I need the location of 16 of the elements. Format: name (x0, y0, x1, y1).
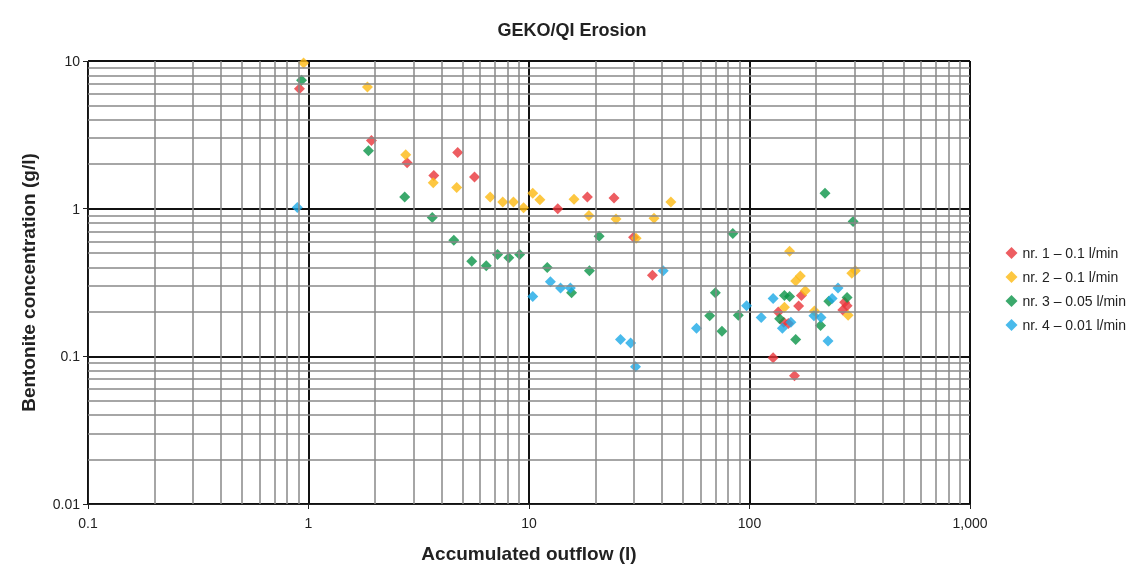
y-tick-label: 1 (72, 200, 81, 217)
legend-label: nr. 1 – 0.1 l/min (1022, 245, 1119, 261)
x-tick-label: 10 (521, 515, 537, 531)
y-tick-label: 10 (64, 53, 81, 69)
x-tick-label: 1,000 (952, 515, 988, 531)
x-tick-label: 100 (737, 515, 762, 531)
legend-label: nr. 3 – 0.05 l/min (1022, 293, 1127, 309)
y-axis-title: Bentonite concentration (g/l) (18, 153, 39, 412)
x-tick-label: 1 (304, 515, 313, 531)
legend-label: nr. 4 – 0.01 l/min (1022, 317, 1127, 333)
y-tick-label: 0.01 (52, 496, 81, 512)
x-tick-label: 0.1 (78, 515, 98, 531)
chart-title: GEKO/QI Erosion (497, 20, 647, 40)
x-axis-title: Accumulated outflow (l) (421, 543, 637, 564)
legend-label: nr. 2 – 0.1 l/min (1022, 269, 1119, 285)
y-tick-label: 0.1 (60, 348, 81, 365)
